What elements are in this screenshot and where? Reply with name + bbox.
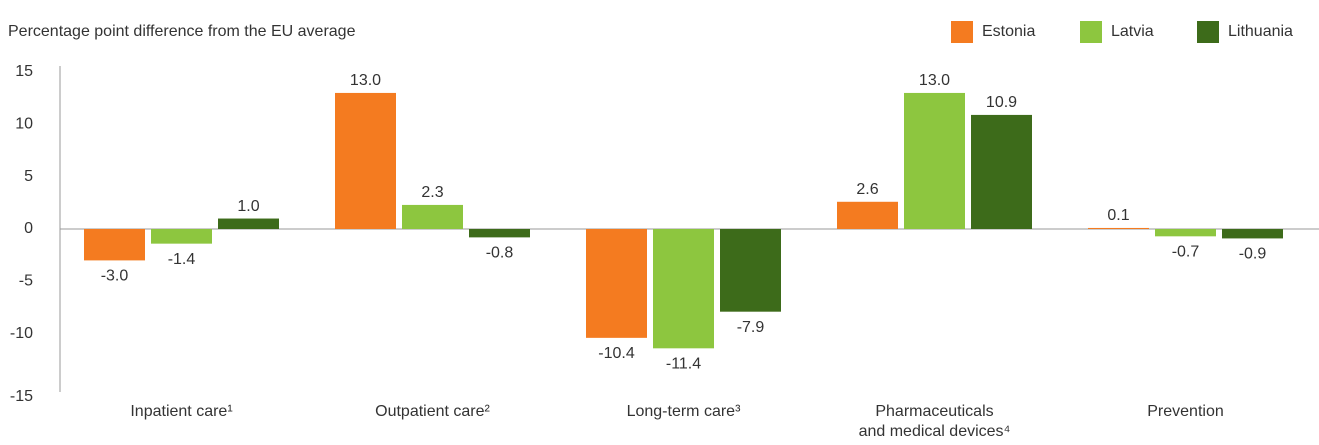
data-label: 10.9 [986, 94, 1017, 111]
x-tick-label: Inpatient care¹ [130, 403, 232, 420]
data-label: -0.7 [1172, 244, 1200, 261]
legend-swatch [1197, 21, 1219, 43]
bar [218, 218, 279, 229]
bar [720, 229, 781, 312]
legend-label: Latvia [1111, 23, 1154, 40]
data-label: -0.8 [486, 245, 514, 262]
bar [1222, 229, 1283, 239]
bar [469, 229, 530, 238]
x-tick-label: Long-term care³ [627, 403, 741, 420]
bar [84, 229, 145, 261]
bar [402, 204, 463, 229]
legend-label: Estonia [982, 23, 1035, 40]
x-tick-label-line: Prevention [1147, 403, 1224, 420]
bar [151, 229, 212, 244]
y-tick-label: -5 [19, 273, 33, 290]
chart-title: Percentage point difference from the EU … [8, 23, 356, 40]
bar [837, 201, 898, 229]
x-tick-label: Outpatient care² [375, 403, 490, 420]
y-tick-label: 10 [15, 116, 33, 133]
x-tick-label-line: and medical devices⁴ [859, 423, 1011, 440]
y-tick-label: -15 [10, 388, 33, 405]
data-label: -10.4 [598, 345, 635, 362]
data-label: -7.9 [737, 319, 765, 336]
x-tick-label: Prevention [1147, 403, 1224, 420]
data-label: -0.9 [1239, 246, 1267, 263]
data-label: 2.3 [421, 184, 443, 201]
x-tick-label-line: Inpatient care¹ [130, 403, 232, 420]
legend-swatch [951, 21, 973, 43]
x-tick-label: Pharmaceuticals and medical devices⁴ [859, 403, 1011, 440]
data-label: 0.1 [1107, 207, 1129, 224]
data-label: 2.6 [856, 181, 878, 198]
bar [1088, 227, 1149, 229]
x-tick-label-line: Outpatient care² [375, 403, 490, 420]
data-label: 13.0 [350, 72, 381, 89]
y-tick-label: 5 [24, 168, 33, 185]
y-tick-label: 0 [24, 220, 33, 237]
data-label: -1.4 [168, 251, 196, 268]
x-tick-label-line: Pharmaceuticals [875, 403, 993, 420]
data-label: -3.0 [101, 268, 129, 285]
legend-label: Lithuania [1228, 23, 1293, 40]
bar [971, 114, 1032, 229]
data-label: 13.0 [919, 72, 950, 89]
legend-swatch [1080, 21, 1102, 43]
data-label: 1.0 [237, 198, 259, 215]
bar [335, 92, 396, 229]
bar [1155, 229, 1216, 237]
y-tick-label: 15 [15, 63, 33, 80]
y-tick-label: -10 [10, 325, 33, 342]
bar [586, 229, 647, 338]
x-tick-label-line: Long-term care³ [627, 403, 741, 420]
data-label: -11.4 [666, 356, 701, 373]
bar [904, 92, 965, 229]
bar [653, 229, 714, 349]
